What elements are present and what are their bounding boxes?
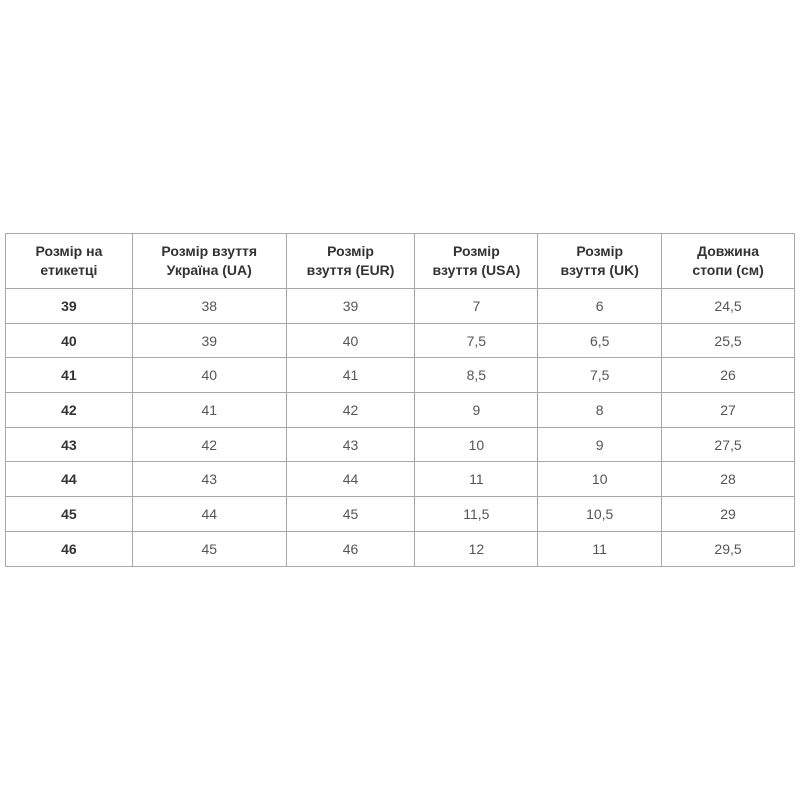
size-chart-table: Розмір на етикетці Розмір взуття Україна (U… xyxy=(5,233,795,567)
table-cell: 46 xyxy=(285,530,416,567)
table-cell: 44 xyxy=(285,461,416,498)
table-cell: 42 xyxy=(131,426,287,463)
table-cell: 6 xyxy=(537,288,663,324)
table-row: 42 41 42 9 8 27 xyxy=(5,392,795,428)
column-header-line: Розмір взуття xyxy=(161,243,258,259)
table-cell: 6,5 xyxy=(537,322,663,359)
table-cell: 41 xyxy=(5,357,133,394)
table-cell: 42 xyxy=(5,392,133,428)
column-header: Довжина стопи (см) xyxy=(661,233,795,289)
table-row: 44 43 44 11 10 28 xyxy=(5,461,795,498)
table-cell: 9 xyxy=(414,392,539,428)
table-cell: 9 xyxy=(537,426,663,463)
table-cell: 39 xyxy=(5,288,133,324)
table-cell: 29,5 xyxy=(661,530,795,567)
table-cell: 27 xyxy=(661,392,795,428)
table-row: 43 42 43 10 9 27,5 xyxy=(5,426,795,463)
table-row: 46 45 46 12 11 29,5 xyxy=(5,530,795,567)
column-header: Розмір на етикетці xyxy=(5,233,133,289)
table-cell: 11 xyxy=(537,530,663,567)
table-cell: 40 xyxy=(5,322,133,359)
column-header: Розмір взуття Україна (UA) xyxy=(131,233,287,289)
table-row: 45 44 45 11,5 10,5 29 xyxy=(5,496,795,532)
header-row: Розмір на етикетці Розмір взуття Україна (U… xyxy=(5,233,795,289)
table-cell: 11 xyxy=(414,461,539,498)
column-header: Розмір взуття (USA) xyxy=(414,233,539,289)
table-cell: 39 xyxy=(131,322,287,359)
table-cell: 8 xyxy=(537,392,663,428)
table-cell: 29 xyxy=(661,496,795,532)
table-row: 39 38 39 7 6 24,5 xyxy=(5,288,795,324)
column-header-line: взуття (UK) xyxy=(560,262,639,278)
column-header: Розмір взуття (EUR) xyxy=(285,233,416,289)
table-cell: 43 xyxy=(5,426,133,463)
table-cell: 7,5 xyxy=(414,322,539,359)
table-cell: 26 xyxy=(661,357,795,394)
table-cell: 42 xyxy=(285,392,416,428)
column-header-line: Розмір xyxy=(452,243,500,259)
table-cell: 41 xyxy=(131,392,287,428)
table-cell: 40 xyxy=(285,322,416,359)
table-cell: 11,5 xyxy=(414,496,539,532)
table-cell: 10 xyxy=(414,426,539,463)
table-cell: 28 xyxy=(661,461,795,498)
table-cell: 41 xyxy=(285,357,416,394)
column-header-line: Україна (UA) xyxy=(166,262,252,278)
column-header-line: етикетці xyxy=(40,262,98,278)
table-cell: 24,5 xyxy=(661,288,795,324)
table-cell: 43 xyxy=(131,461,287,498)
column-header-line: Розмір xyxy=(576,243,624,259)
table-cell: 43 xyxy=(285,426,416,463)
table-cell: 45 xyxy=(285,496,416,532)
table-cell: 7 xyxy=(414,288,539,324)
table-cell: 46 xyxy=(5,530,133,567)
table-cell: 12 xyxy=(414,530,539,567)
column-header-line: Розмір на xyxy=(35,243,103,259)
table-cell: 10,5 xyxy=(537,496,663,532)
table-cell: 38 xyxy=(131,288,287,324)
table-cell: 8,5 xyxy=(414,357,539,394)
column-header-line: Розмір xyxy=(327,243,374,259)
column-header-line: Довжина xyxy=(697,243,759,259)
table-cell: 44 xyxy=(5,461,133,498)
table-cell: 40 xyxy=(131,357,287,394)
table-cell: 45 xyxy=(131,530,287,567)
table-cell: 27,5 xyxy=(661,426,795,463)
column-header: Розмір взуття (UK) xyxy=(537,233,663,289)
table-cell: 7,5 xyxy=(537,357,663,394)
table-row: 41 40 41 8,5 7,5 26 xyxy=(5,357,795,394)
column-header-line: взуття (USA) xyxy=(432,262,521,278)
table-cell: 39 xyxy=(285,288,416,324)
table-cell: 44 xyxy=(131,496,287,532)
column-header-line: стопи (см) xyxy=(692,262,764,278)
table-row: 40 39 40 7,5 6,5 25,5 xyxy=(5,322,795,359)
table-cell: 10 xyxy=(537,461,663,498)
table-cell: 25,5 xyxy=(661,322,795,359)
table-cell: 45 xyxy=(5,496,133,532)
column-header-line: взуття (EUR) xyxy=(306,262,395,278)
